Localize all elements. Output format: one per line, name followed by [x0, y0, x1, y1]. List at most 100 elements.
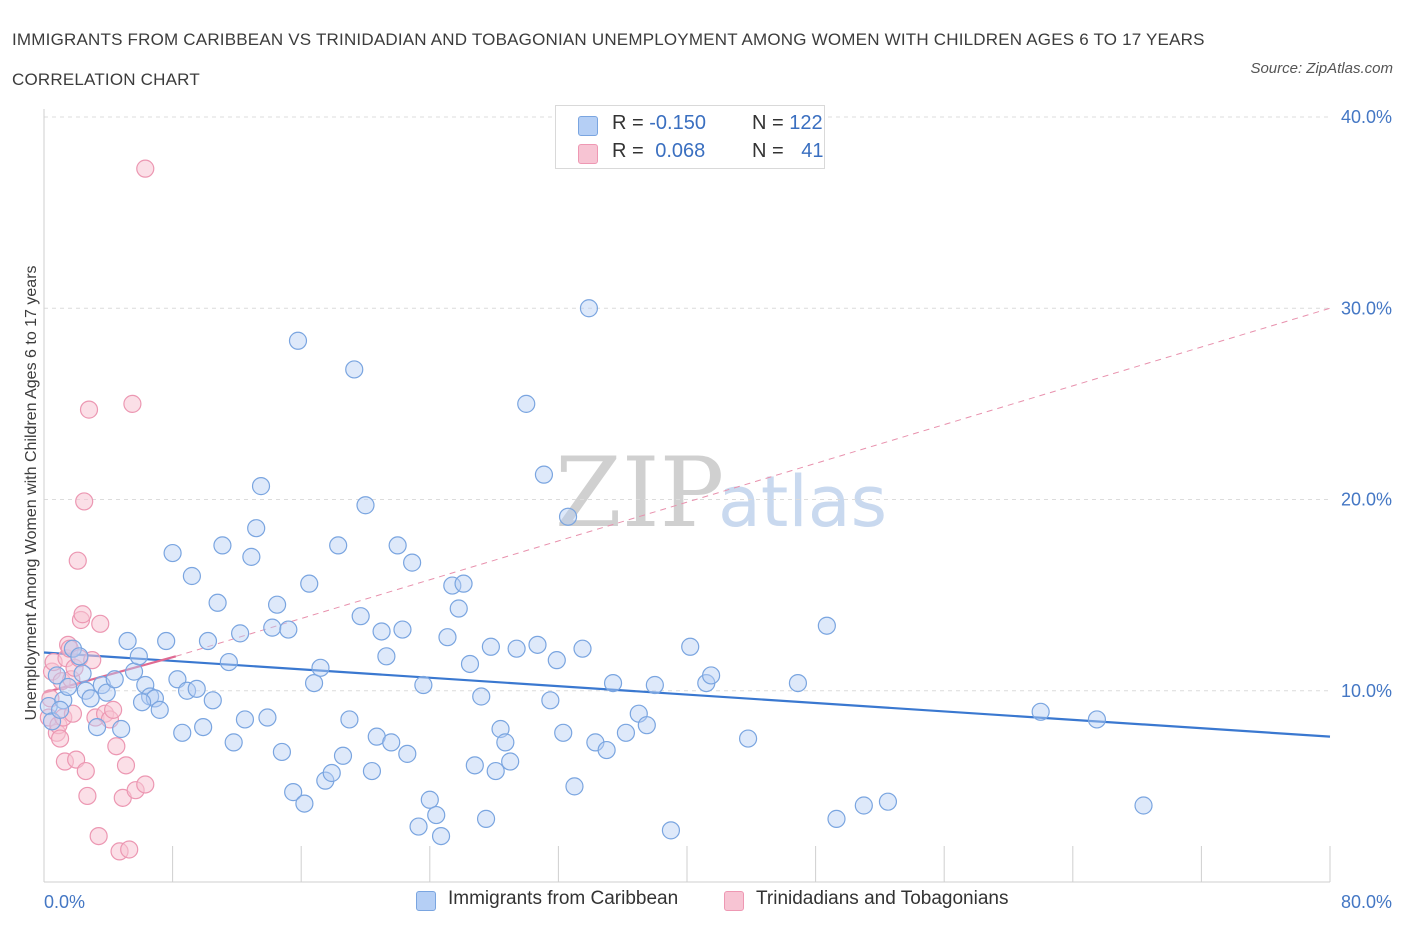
trinidad-point-6	[50, 729, 70, 748]
caribbean-point-54	[333, 746, 353, 765]
caribbean-point-53	[329, 536, 348, 555]
caribbean-point-50	[311, 658, 330, 677]
trinidad-point-39	[136, 775, 155, 794]
caribbean-point-41	[263, 618, 282, 637]
caribbean-point-88	[528, 635, 547, 654]
caribbean-point-35	[231, 624, 250, 643]
trinidad-point-35	[116, 756, 136, 775]
trinidad-point-31	[104, 700, 123, 719]
caribbean-point-71	[427, 805, 446, 825]
caribbean-point-75	[449, 599, 468, 618]
caribbean-point-34	[224, 733, 243, 752]
trinidad-point-17	[68, 551, 87, 570]
caribbean-point-45	[284, 783, 303, 802]
caribbean-point-117	[50, 700, 70, 719]
caribbean-point-38	[247, 519, 266, 538]
stats-legend: R = -0.150 N = 122 R = 0.068 N = 41	[555, 105, 825, 169]
caribbean-point-105	[681, 637, 700, 656]
caribbean-point-85	[501, 752, 520, 771]
source-label: Source: ZipAtlas.com	[1250, 60, 1393, 77]
legend-r-caribbean: R = -0.150	[612, 112, 706, 134]
caribbean-point-100	[616, 723, 636, 742]
legend-swatch-caribbean	[578, 116, 598, 136]
caribbean-point-77	[460, 654, 480, 674]
caribbean-point-83	[491, 719, 510, 739]
caribbean-point-33	[219, 652, 238, 672]
caribbean-point-95	[573, 639, 592, 658]
legend-label-caribbean: Immigrants from Caribbean	[448, 888, 679, 909]
caribbean-point-17	[136, 675, 155, 695]
caribbean-point-78	[465, 756, 484, 775]
caribbean-point-39	[251, 477, 271, 496]
caribbean-point-8	[81, 689, 100, 708]
caribbean-point-12	[105, 670, 124, 689]
caribbean-point-46	[288, 331, 308, 350]
caribbean-point-29	[198, 631, 218, 651]
caribbean-point-47	[295, 794, 314, 813]
caribbean-point-92	[554, 723, 573, 742]
y-tick-label-3: 40.0%	[1341, 107, 1392, 127]
caribbean-point-70	[420, 790, 439, 809]
caribbean-point-48	[300, 574, 319, 593]
caribbean-point-27	[187, 679, 206, 698]
trinidad-point-37	[123, 394, 142, 413]
caribbean-point-86	[507, 639, 526, 658]
caribbean-point-28	[194, 717, 213, 737]
caribbean-point-40	[258, 708, 277, 727]
caribbean-point-15	[124, 662, 144, 681]
caribbean-point-76	[454, 574, 473, 593]
caribbean-point-49	[304, 673, 324, 693]
caribbean-point-112	[854, 796, 873, 815]
caribbean-point-82	[486, 761, 505, 781]
caribbean-point-108	[738, 729, 758, 748]
caribbean-point-107	[702, 666, 721, 685]
x-tick-label-0: 0.0%	[44, 892, 85, 912]
caribbean-trend-line	[43, 651, 1331, 738]
caribbean-point-64	[388, 536, 407, 555]
caribbean-point-119	[132, 693, 152, 712]
caribbean-point-4	[59, 677, 78, 697]
watermark: ZIP atlas	[555, 437, 887, 549]
legend-swatch-caribbean-bottom	[416, 891, 436, 911]
caribbean-point-57	[351, 607, 370, 626]
caribbean-point-58	[356, 496, 375, 515]
trinidad-point-23	[78, 786, 97, 806]
caribbean-point-110	[817, 616, 836, 635]
caribbean-point-104	[661, 821, 681, 840]
caribbean-point-9	[87, 717, 107, 737]
caribbean-point-69	[414, 675, 433, 695]
caribbean-point-44	[279, 620, 298, 639]
caribbean-point-111	[827, 809, 846, 828]
caribbean-point-42	[267, 595, 287, 614]
caribbean-point-81	[481, 637, 500, 656]
caribbean-point-109	[788, 673, 808, 693]
caribbean-point-62	[377, 647, 396, 666]
caribbean-point-31	[208, 593, 227, 612]
caribbean-point-37	[242, 547, 261, 566]
caribbean-point-102	[637, 716, 656, 735]
caribbean-point-6	[70, 647, 89, 666]
trinidad-point-21	[75, 492, 94, 511]
caribbean-point-91	[547, 651, 566, 670]
caribbean-point-73	[438, 628, 457, 647]
caribbean-point-30	[203, 691, 222, 710]
caribbean-point-68	[409, 817, 428, 836]
legend-label-trinidad: Trinidadians and Tobagonians	[756, 888, 1009, 909]
caribbean-point-99	[603, 673, 623, 693]
watermark-atlas: atlas	[718, 461, 887, 543]
caribbean-point-61	[372, 622, 391, 641]
trinidad-point-28	[91, 614, 110, 633]
caribbean-point-24	[173, 723, 192, 742]
caribbean-point-13	[112, 719, 131, 739]
chart-title: IMMIGRANTS FROM CARIBBEAN VS TRINIDADIAN…	[12, 30, 1205, 89]
watermark-zip: ZIP	[555, 437, 724, 549]
caribbean-point-59	[362, 761, 382, 781]
trinidad-point-22	[76, 761, 95, 781]
caribbean-point-67	[403, 553, 422, 572]
tick-labels: 10.0% 20.0% 30.0% 40.0% 0.0% 80.0%	[44, 107, 1392, 912]
legend-swatch-trinidad	[578, 144, 598, 164]
caribbean-point-66	[398, 744, 417, 763]
caribbean-point-113	[878, 792, 898, 811]
caribbean-point-26	[182, 566, 201, 586]
